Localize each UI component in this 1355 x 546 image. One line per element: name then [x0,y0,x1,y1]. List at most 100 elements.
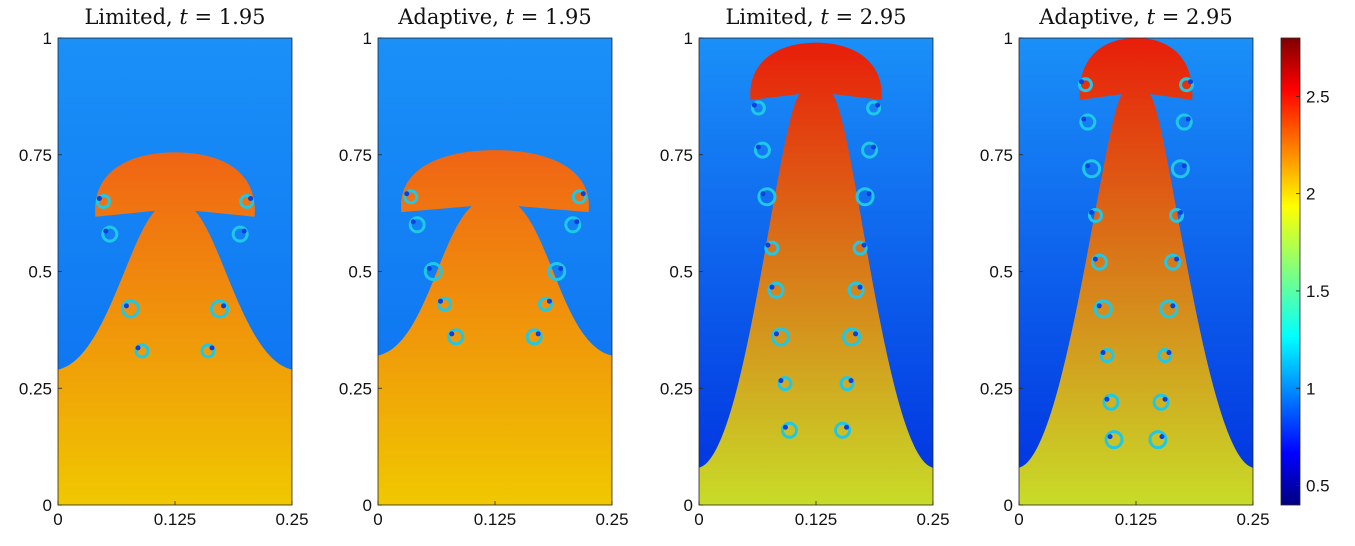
mixing-vortex [764,240,780,256]
y-tick-label: 0.75 [339,146,372,165]
y-tick-label: 0 [684,496,693,515]
y-tick-label: 1 [1004,29,1013,48]
mixing-vortex [1102,393,1120,411]
vortex-core [1104,396,1110,402]
mixing-vortex [437,296,453,312]
x-tick-label: 0.25 [916,510,949,529]
mixing-vortex [1099,348,1115,364]
x-tick-label: 0 [694,510,703,529]
vortex-core [1100,350,1106,356]
vortex-core [123,303,129,309]
colorbar-tick-label: 1.5 [1306,282,1330,301]
y-tick-label: 1 [43,29,52,48]
vortex-core [535,331,541,337]
mixing-vortex [852,240,868,256]
heavy-fluid-plume [1019,38,1253,505]
vortex-core [241,228,247,234]
mixing-vortex [770,327,790,347]
vortex-core [574,219,580,225]
y-tick-label: 0.5 [348,263,372,282]
mixing-vortex [1175,113,1193,131]
vortex-core [853,331,859,337]
mixing-vortex [423,262,443,281]
vortex-core [209,345,215,351]
vortex-core [1166,350,1172,356]
mixing-vortex [239,193,255,209]
plot-area [699,38,933,505]
mixing-vortex [1159,299,1179,319]
mixing-vortex [750,100,766,116]
vortex-core [1096,303,1102,309]
y-tick-label: 0.25 [980,379,1013,398]
panel-title: Adaptive, t = 2.95 [1038,5,1233,29]
mixing-vortex [1157,348,1173,364]
mixing-vortex [1079,113,1097,131]
panel-1: Limited, t = 1.95 0 0.125 0.25 0 0.25 0.5 0.75 1 [19,5,309,529]
x-tick-label: 0.125 [154,510,197,529]
panel-2: Adaptive, t = 1.95 0 0.125 0.25 0 0.25 0.5 0.75… [339,5,629,529]
vortex-core [760,191,766,197]
vortex-core [404,191,410,197]
mixing-vortex [134,343,150,359]
mixing-vortex [1152,393,1170,411]
mixing-vortex [847,281,865,299]
x-tick-label: 0.25 [1236,510,1269,529]
vortex-core [1159,434,1165,440]
mixing-vortex [1104,430,1124,450]
mixing-vortex [1087,207,1103,223]
mixing-vortex [408,216,426,234]
mixing-vortex [95,193,111,209]
mixing-vortex [564,216,582,234]
mixing-vortex [753,141,771,159]
colorbar-tick-label: 2 [1306,185,1315,204]
mixing-vortex [780,421,798,439]
vortex-core [1162,396,1168,402]
vortex-core [773,331,779,337]
mixing-vortex [537,296,553,312]
heavy-fluid-plume [378,150,612,505]
vortex-core [848,378,854,384]
mixing-vortex [403,189,419,205]
mixing-vortex [842,327,862,347]
mixing-vortex [1077,77,1093,93]
vortex-core [1085,163,1091,169]
vortex-core [769,284,775,290]
vortex-core [1181,163,1187,169]
colorbar-tick-label: 2.5 [1306,87,1330,106]
mixing-vortex [547,262,567,281]
mixing-vortex [447,328,465,346]
y-tick-label: 0 [1004,496,1013,515]
mixing-vortex [855,187,875,207]
vortex-core [861,242,867,248]
y-tick-label: 0.75 [660,146,693,165]
mixing-vortex [861,141,879,159]
mixing-vortex [200,343,216,359]
mixing-vortex [120,299,140,319]
vortex-core [1092,256,1098,262]
mixing-vortex [757,187,777,207]
vortex-core [844,424,850,430]
x-tick-label: 0.125 [474,510,517,529]
mixing-vortex [1082,159,1102,179]
vortex-core [751,102,757,108]
vortex-core [782,424,788,430]
y-tick-label: 0.25 [339,379,372,398]
vortex-core [103,228,109,234]
heavy-fluid-plume [58,152,292,505]
vortex-core [765,242,771,248]
vortex-core [1185,116,1191,122]
y-tick-label: 1 [363,29,372,48]
vortex-core [410,219,416,225]
mixing-vortex [231,225,249,243]
y-tick-label: 0.75 [19,146,52,165]
colorbar: 0.5 1 1.5 2 2.5 [1280,37,1330,506]
y-tick-label: 0.25 [660,379,693,398]
vortex-core [1170,303,1176,309]
x-tick-label: 0.25 [275,510,308,529]
mixing-vortex [767,281,785,299]
vortex-core [1174,256,1180,262]
vortex-core [546,298,552,304]
mixing-vortex [1093,299,1113,319]
vortex-core [778,378,784,384]
vortex-core [558,266,564,271]
